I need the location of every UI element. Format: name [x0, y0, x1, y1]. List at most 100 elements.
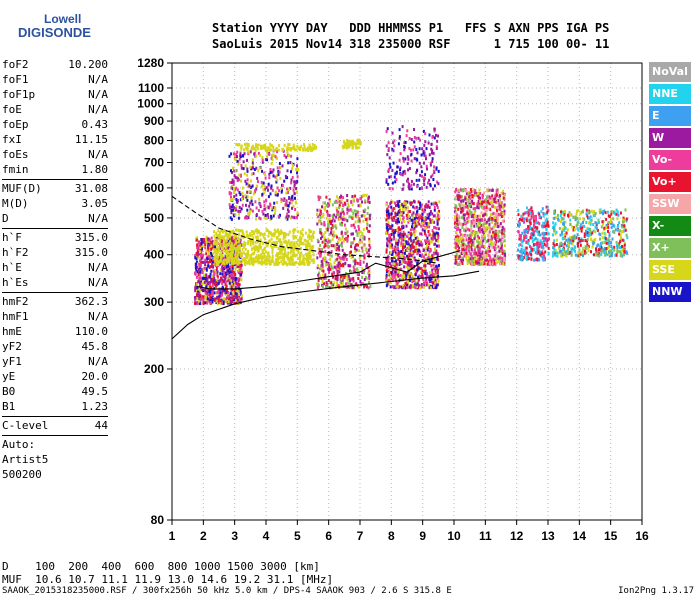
- data-point: [477, 258, 480, 262]
- data-point: [388, 156, 391, 160]
- data-point: [207, 275, 210, 279]
- data-point: [205, 252, 208, 256]
- data-point: [415, 178, 418, 182]
- data-point: [285, 200, 288, 204]
- data-point: [401, 251, 404, 255]
- data-point: [423, 284, 426, 288]
- data-point: [348, 215, 351, 219]
- data-point: [406, 286, 409, 289]
- data-point: [351, 216, 354, 220]
- data-point: [362, 282, 365, 286]
- data-point: [400, 172, 403, 176]
- data-point: [407, 220, 410, 224]
- param-value: 362.3: [74, 295, 108, 308]
- data-point: [462, 251, 465, 255]
- data-point: [412, 182, 415, 186]
- data-point: [416, 158, 419, 162]
- data-point: [202, 302, 205, 306]
- data-point: [303, 262, 306, 266]
- data-point: [424, 269, 427, 273]
- data-point: [456, 219, 459, 222]
- data-point: [336, 195, 338, 199]
- data-point: [387, 182, 390, 186]
- data-point: [530, 213, 533, 217]
- data-point: [299, 146, 302, 150]
- data-point: [355, 248, 358, 252]
- data-point: [324, 208, 327, 212]
- data-point: [240, 263, 243, 267]
- data-point: [473, 224, 476, 228]
- data-point: [484, 236, 486, 240]
- data-point: [385, 279, 388, 283]
- data-point: [484, 198, 487, 202]
- data-point: [199, 283, 201, 287]
- data-point: [438, 214, 441, 218]
- data-point: [395, 178, 398, 181]
- data-point: [387, 147, 390, 150]
- data-point: [397, 142, 400, 146]
- data-points: [194, 125, 629, 306]
- data-point: [214, 264, 217, 268]
- data-point: [458, 246, 461, 250]
- data-point: [477, 228, 480, 232]
- data-point: [403, 275, 406, 279]
- data-point: [455, 188, 457, 192]
- data-point: [234, 261, 237, 265]
- data-point: [197, 241, 200, 245]
- data-point: [194, 256, 197, 260]
- data-point: [502, 196, 505, 200]
- data-point: [418, 284, 421, 288]
- data-point: [336, 278, 339, 281]
- data-point: [310, 235, 313, 238]
- data-point: [256, 235, 259, 239]
- data-point: [413, 258, 416, 262]
- data-point: [226, 263, 229, 267]
- data-point: [402, 211, 405, 215]
- data-point: [475, 193, 478, 197]
- data-point: [410, 159, 413, 163]
- data-point: [317, 251, 320, 255]
- data-point: [470, 215, 473, 219]
- data-point: [251, 202, 254, 206]
- data-point: [470, 245, 473, 249]
- data-point: [320, 212, 323, 215]
- data-point: [430, 264, 433, 268]
- data-point: [478, 218, 481, 222]
- data-point: [196, 260, 199, 264]
- data-point: [431, 157, 434, 161]
- data-point: [271, 241, 274, 245]
- data-point: [340, 230, 343, 234]
- data-point: [418, 254, 421, 257]
- data-point: [403, 148, 406, 152]
- data-point: [250, 233, 253, 237]
- data-point: [341, 237, 344, 241]
- data-point: [220, 229, 223, 233]
- data-point: [206, 291, 209, 295]
- data-point: [391, 181, 394, 185]
- data-point: [203, 273, 206, 277]
- data-point: [203, 266, 206, 270]
- param-key: hmF1: [2, 310, 29, 323]
- data-point: [355, 268, 357, 271]
- data-point: [415, 136, 418, 140]
- data-point: [206, 277, 209, 281]
- data-point: [463, 242, 466, 246]
- data-point: [266, 258, 269, 262]
- data-point: [410, 244, 413, 248]
- data-point: [346, 138, 348, 142]
- data-point: [299, 247, 302, 251]
- data-point: [542, 246, 545, 250]
- data-point: [324, 250, 327, 254]
- data-point: [241, 243, 244, 246]
- data-point: [351, 241, 354, 245]
- data-point: [219, 260, 221, 264]
- data-point: [207, 249, 210, 253]
- data-point: [196, 270, 199, 274]
- data-point: [343, 201, 346, 205]
- data-point: [285, 155, 288, 159]
- data-point: [416, 240, 418, 244]
- data-point: [480, 260, 483, 264]
- data-point: [232, 187, 235, 191]
- data-point: [352, 197, 355, 201]
- data-point: [429, 161, 432, 165]
